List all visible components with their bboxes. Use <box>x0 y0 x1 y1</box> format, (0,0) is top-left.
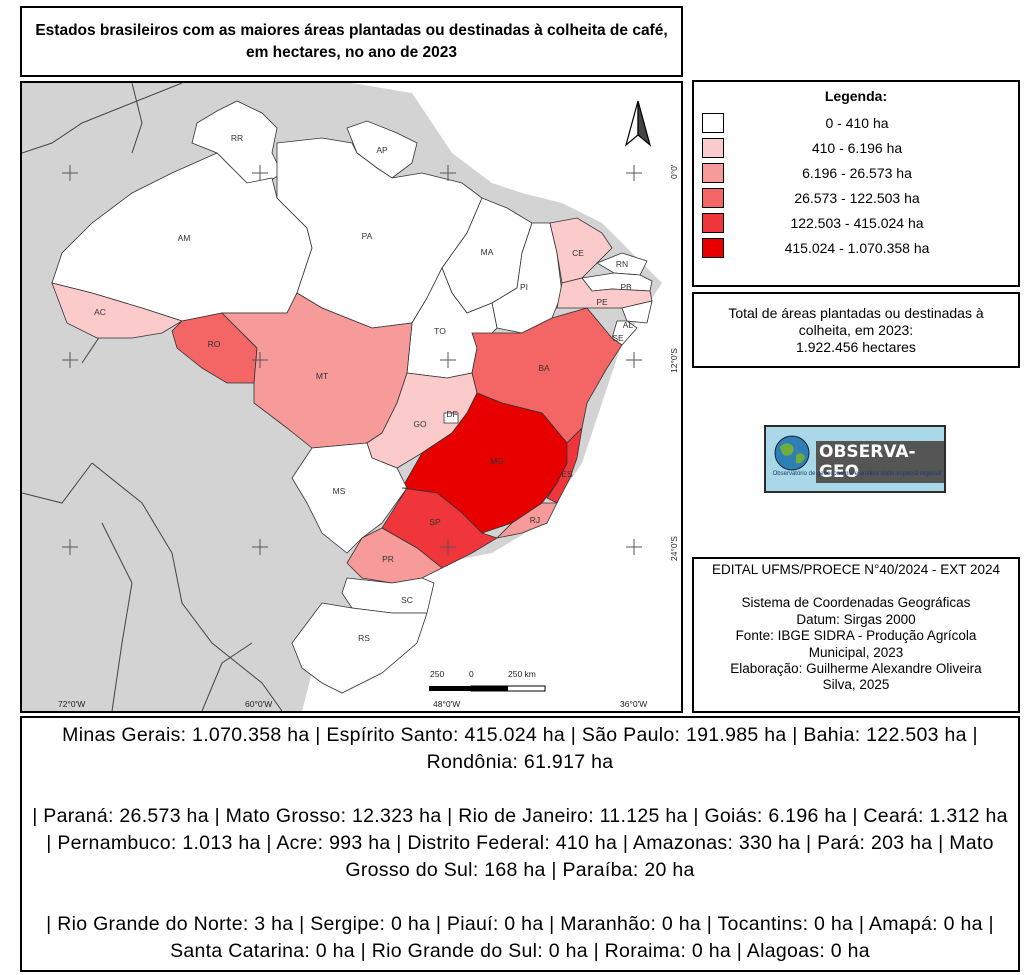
label-pb: PB <box>620 282 632 292</box>
lon-label-72w: 72°0'W <box>58 699 85 709</box>
label-am: AM <box>178 233 191 243</box>
legend-swatch <box>702 238 724 258</box>
label-ba: BA <box>538 363 550 373</box>
label-rj: RJ <box>530 515 540 525</box>
label-go: GO <box>413 419 427 429</box>
map-frame: RR AP AM PA MA CE RN PB PE PI AL SE AC R… <box>20 81 683 713</box>
state-labels: RR AP AM PA MA CE RN PB PE PI AL SE AC R… <box>94 133 633 643</box>
observa-geo-logo: OBSERVA-GEO Observatório de geoeconomia … <box>764 425 946 493</box>
scale-label-right: 250 km <box>508 669 536 679</box>
logo-name: OBSERVA-GEO <box>816 441 944 483</box>
legend-swatch <box>702 113 724 133</box>
info-elaboracao-cont: Silva, 2025 <box>822 677 890 693</box>
info-fonte-cont: Municipal, 2023 <box>808 644 904 660</box>
legend-swatch <box>702 163 724 183</box>
state-ms <box>291 442 408 554</box>
lat-label-24s: 24°0'S <box>669 536 679 561</box>
state-rn <box>596 252 648 276</box>
state-values-paragraph-2: | Paraná: 26.573 ha | Mato Grosso: 12.32… <box>32 805 1008 881</box>
state-values-paragraph-1: Minas Gerais: 1.070.358 ha | Espírito Sa… <box>62 724 978 773</box>
state-se <box>611 320 638 346</box>
legend-label: 6.196 - 26.573 ha <box>802 165 912 181</box>
info-elaboracao: Elaboração: Guilherme Alexandre Oliveira <box>730 661 982 677</box>
map-title: Estados brasileiros com as maiores áreas… <box>35 21 668 61</box>
label-se: SE <box>612 333 624 343</box>
legend-item: 122.503 - 415.024 ha <box>702 213 1012 235</box>
state-ac <box>51 282 183 339</box>
legend-swatch <box>702 213 724 233</box>
label-pr: PR <box>382 554 394 564</box>
label-to: TO <box>434 326 446 336</box>
north-arrow-icon <box>624 100 652 147</box>
info-fonte: Fonte: IBGE SIDRA - Produção Agrícola <box>735 628 977 644</box>
label-pa: PA <box>362 231 373 241</box>
total-line-1: Total de áreas plantadas ou destinadas à <box>728 304 984 321</box>
scale-label-zero: 0 <box>469 669 474 679</box>
scale-bar: 250 0 250 km <box>429 669 546 692</box>
state-values-box: Minas Gerais: 1.070.358 ha | Espírito Sa… <box>20 716 1020 972</box>
label-ac: AC <box>94 307 106 317</box>
label-ro: RO <box>208 339 221 349</box>
map-title-box: Estados brasileiros com as maiores áreas… <box>20 6 683 77</box>
state-pb <box>581 272 653 292</box>
label-mt: MT <box>316 371 328 381</box>
legend-box: Legenda: 0 - 410 ha 410 - 6.196 ha 6.196… <box>692 80 1020 287</box>
total-value: 1.922.456 hectares <box>796 338 916 355</box>
label-sc: SC <box>401 595 413 605</box>
state-df <box>443 412 459 424</box>
scale-label-left: 250 <box>430 669 444 679</box>
label-sp: SP <box>429 517 441 527</box>
label-ap: AP <box>376 145 388 155</box>
legend-item: 0 - 410 ha <box>702 113 1012 135</box>
lon-label-48w: 48°0'W <box>433 699 460 709</box>
total-line-2: colheita, em 2023: <box>798 321 914 338</box>
lon-label-36w: 36°0'W <box>620 699 647 709</box>
info-sistema: Sistema de Coordenadas Geográficas <box>741 595 971 611</box>
legend-swatch <box>702 188 724 208</box>
legend-label: 0 - 410 ha <box>825 115 889 131</box>
brazil-map: RR AP AM PA MA CE RN PB PE PI AL SE AC R… <box>22 83 681 711</box>
label-ms: MS <box>333 486 346 496</box>
label-pe: PE <box>596 297 608 307</box>
info-edital: EDITAL UFMS/PROECE N°40/2024 - EXT 2024 <box>711 562 1000 577</box>
label-rr: RR <box>231 133 243 143</box>
legend-title: Legenda: <box>824 88 888 104</box>
state-sc <box>341 577 435 614</box>
state-values-paragraph-3: | Rio Grande do Norte: 3 ha | Sergipe: 0… <box>46 913 994 962</box>
label-rs: RS <box>358 633 370 643</box>
info-box: EDITAL UFMS/PROECE N°40/2024 - EXT 2024 … <box>692 557 1020 713</box>
state-al <box>621 300 653 324</box>
label-pi: PI <box>520 282 528 292</box>
legend-label: 410 - 6.196 ha <box>811 140 903 156</box>
states-layer <box>51 100 653 694</box>
legend-label: 122.503 - 415.024 ha <box>790 215 924 231</box>
legend-label: 415.024 - 1.070.358 ha <box>784 240 930 256</box>
legend-item: 410 - 6.196 ha <box>702 138 1012 160</box>
label-al: AL <box>623 320 634 330</box>
logo-subtitle: Observatório de geoeconomia e análise só… <box>772 471 942 477</box>
state-rs <box>291 602 428 694</box>
lat-label-0: 0°0' <box>669 164 679 179</box>
label-ce: CE <box>572 248 584 258</box>
label-es: ES <box>561 469 573 479</box>
state-sp <box>381 487 498 569</box>
info-datum: Datum: Sirgas 2000 <box>796 611 916 627</box>
label-rn: RN <box>616 259 628 269</box>
legend-label: 26.573 - 122.503 ha <box>794 190 920 206</box>
legend-item: 6.196 - 26.573 ha <box>702 163 1012 185</box>
graticule-crosses <box>62 165 642 555</box>
legend-swatch <box>702 138 724 158</box>
neighbor-countries <box>22 83 283 711</box>
state-pe <box>556 277 653 309</box>
lon-label-60w: 60°0'W <box>245 699 272 709</box>
label-ma: MA <box>481 247 494 257</box>
globe-icon <box>774 435 810 471</box>
total-box: Total de áreas plantadas ou destinadas à… <box>692 292 1020 368</box>
lat-label-12s: 12°0'S <box>669 348 679 373</box>
label-df: DF <box>446 409 457 419</box>
legend-item: 415.024 - 1.070.358 ha <box>702 238 1012 260</box>
atlantic-ocean <box>302 83 681 711</box>
legend-item: 26.573 - 122.503 ha <box>702 188 1012 210</box>
label-mg: MG <box>490 456 504 466</box>
